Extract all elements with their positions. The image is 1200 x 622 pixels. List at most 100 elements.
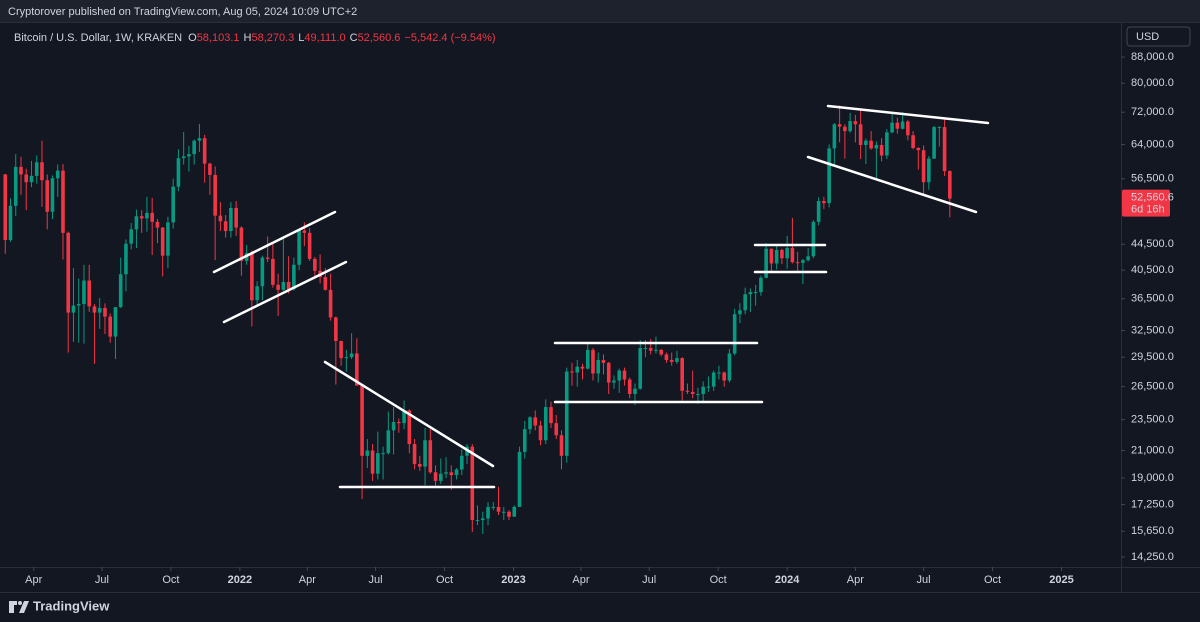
candle-body (34, 162, 39, 176)
candles (3, 105, 952, 534)
candle-body (3, 174, 8, 241)
candle-body (790, 248, 795, 263)
candle-body (533, 417, 538, 426)
candle-body (134, 216, 139, 230)
candle-body (323, 277, 328, 290)
change: −5,542.4 (−9.54%) (404, 32, 495, 44)
candle-body (82, 280, 86, 305)
candle-body (906, 121, 910, 136)
x-tick-label: Jul (369, 574, 383, 586)
symbol-legend: Bitcoin / U.S. Dollar, 1W, KRAKEN O58,103… (14, 32, 496, 44)
trendline (212, 210, 337, 274)
logo-dot (18, 601, 22, 605)
candle-body (864, 140, 868, 145)
candle-body (832, 124, 837, 149)
candle-body (349, 353, 354, 358)
candle-body (822, 201, 826, 204)
candle-body (139, 216, 144, 219)
candle-body (501, 511, 506, 513)
candle-body (774, 249, 779, 264)
candle-body (685, 390, 690, 392)
candle-body (92, 306, 97, 313)
candle-body (549, 407, 553, 424)
candle-body (276, 284, 280, 290)
candle-body (470, 446, 475, 521)
candle-body (559, 435, 564, 456)
candle-body (223, 221, 228, 232)
candle-body (176, 158, 181, 187)
candle-body (160, 227, 165, 256)
trendlines (212, 104, 990, 489)
candle-body (486, 506, 490, 519)
candle-body (402, 410, 406, 424)
candle-body (87, 280, 92, 307)
candle-body (528, 417, 532, 430)
candle-body (591, 349, 595, 374)
candle-body (418, 463, 422, 467)
candle-body (286, 281, 291, 290)
candle-body (118, 274, 123, 308)
candle-body (748, 292, 753, 295)
candle-body (680, 358, 684, 391)
tradingview-logo (9, 601, 29, 613)
last-price-box (1122, 189, 1170, 217)
y-tick-label: 26,500.0 (1131, 381, 1174, 393)
candle-body (654, 349, 658, 351)
candle-body (334, 317, 338, 341)
candle-body (108, 316, 113, 337)
publisher-bar (0, 0, 1200, 22)
x-tick-label: Jul (917, 574, 931, 586)
candle-body (512, 506, 517, 517)
candle-body (355, 353, 359, 386)
candle-body (538, 425, 543, 441)
logo-mark (9, 601, 29, 613)
currency-label[interactable]: USD (1136, 31, 1159, 43)
candle-body (848, 121, 852, 132)
candle-body (948, 171, 952, 199)
y-tick-label: 72,000.0 (1131, 106, 1174, 118)
candle-body (480, 518, 485, 521)
trendline (222, 260, 348, 324)
candle-body (423, 440, 427, 467)
candle-body (706, 386, 711, 388)
y-tick-label: 80,000.0 (1131, 77, 1174, 89)
candle-body (433, 472, 438, 481)
publisher-text: Cryptorover published on TradingView.com… (8, 6, 357, 18)
candle-body (397, 421, 401, 424)
y-tick-label: 21,000.0 (1131, 444, 1174, 456)
candle-body (622, 370, 627, 380)
candle-body (66, 232, 71, 313)
candle-body (627, 379, 632, 394)
candle-body (701, 386, 705, 394)
candle-body (145, 212, 149, 219)
candle-body (328, 289, 333, 318)
y-tick-label: 23,500.0 (1131, 414, 1174, 426)
candle-body (444, 472, 448, 474)
candle-body (428, 440, 433, 473)
candle-body (449, 472, 454, 476)
x-tick-label: Jul (95, 574, 109, 586)
candle-body (753, 292, 758, 294)
candle-body (229, 207, 233, 232)
candle-body (900, 121, 905, 129)
currency-button[interactable] (1126, 26, 1191, 47)
candle-body (113, 307, 118, 337)
x-tick-label: 2022 (228, 574, 252, 586)
candle-body (942, 127, 947, 172)
candle-body (124, 243, 128, 275)
candle-body (507, 511, 511, 517)
candle-body (344, 357, 349, 359)
candle-body (307, 232, 312, 259)
candle-body (391, 421, 396, 431)
candle-body (612, 380, 616, 383)
y-tick-label: 15,650.0 (1131, 525, 1174, 537)
candle-body (722, 372, 726, 381)
candle-body (570, 371, 574, 373)
candle-body (55, 170, 60, 179)
x-tick-label: Apr (25, 574, 42, 586)
candle-body (816, 201, 821, 222)
y-tick-label: 44,500.0 (1131, 238, 1174, 250)
ohlc-key: C (350, 32, 358, 44)
